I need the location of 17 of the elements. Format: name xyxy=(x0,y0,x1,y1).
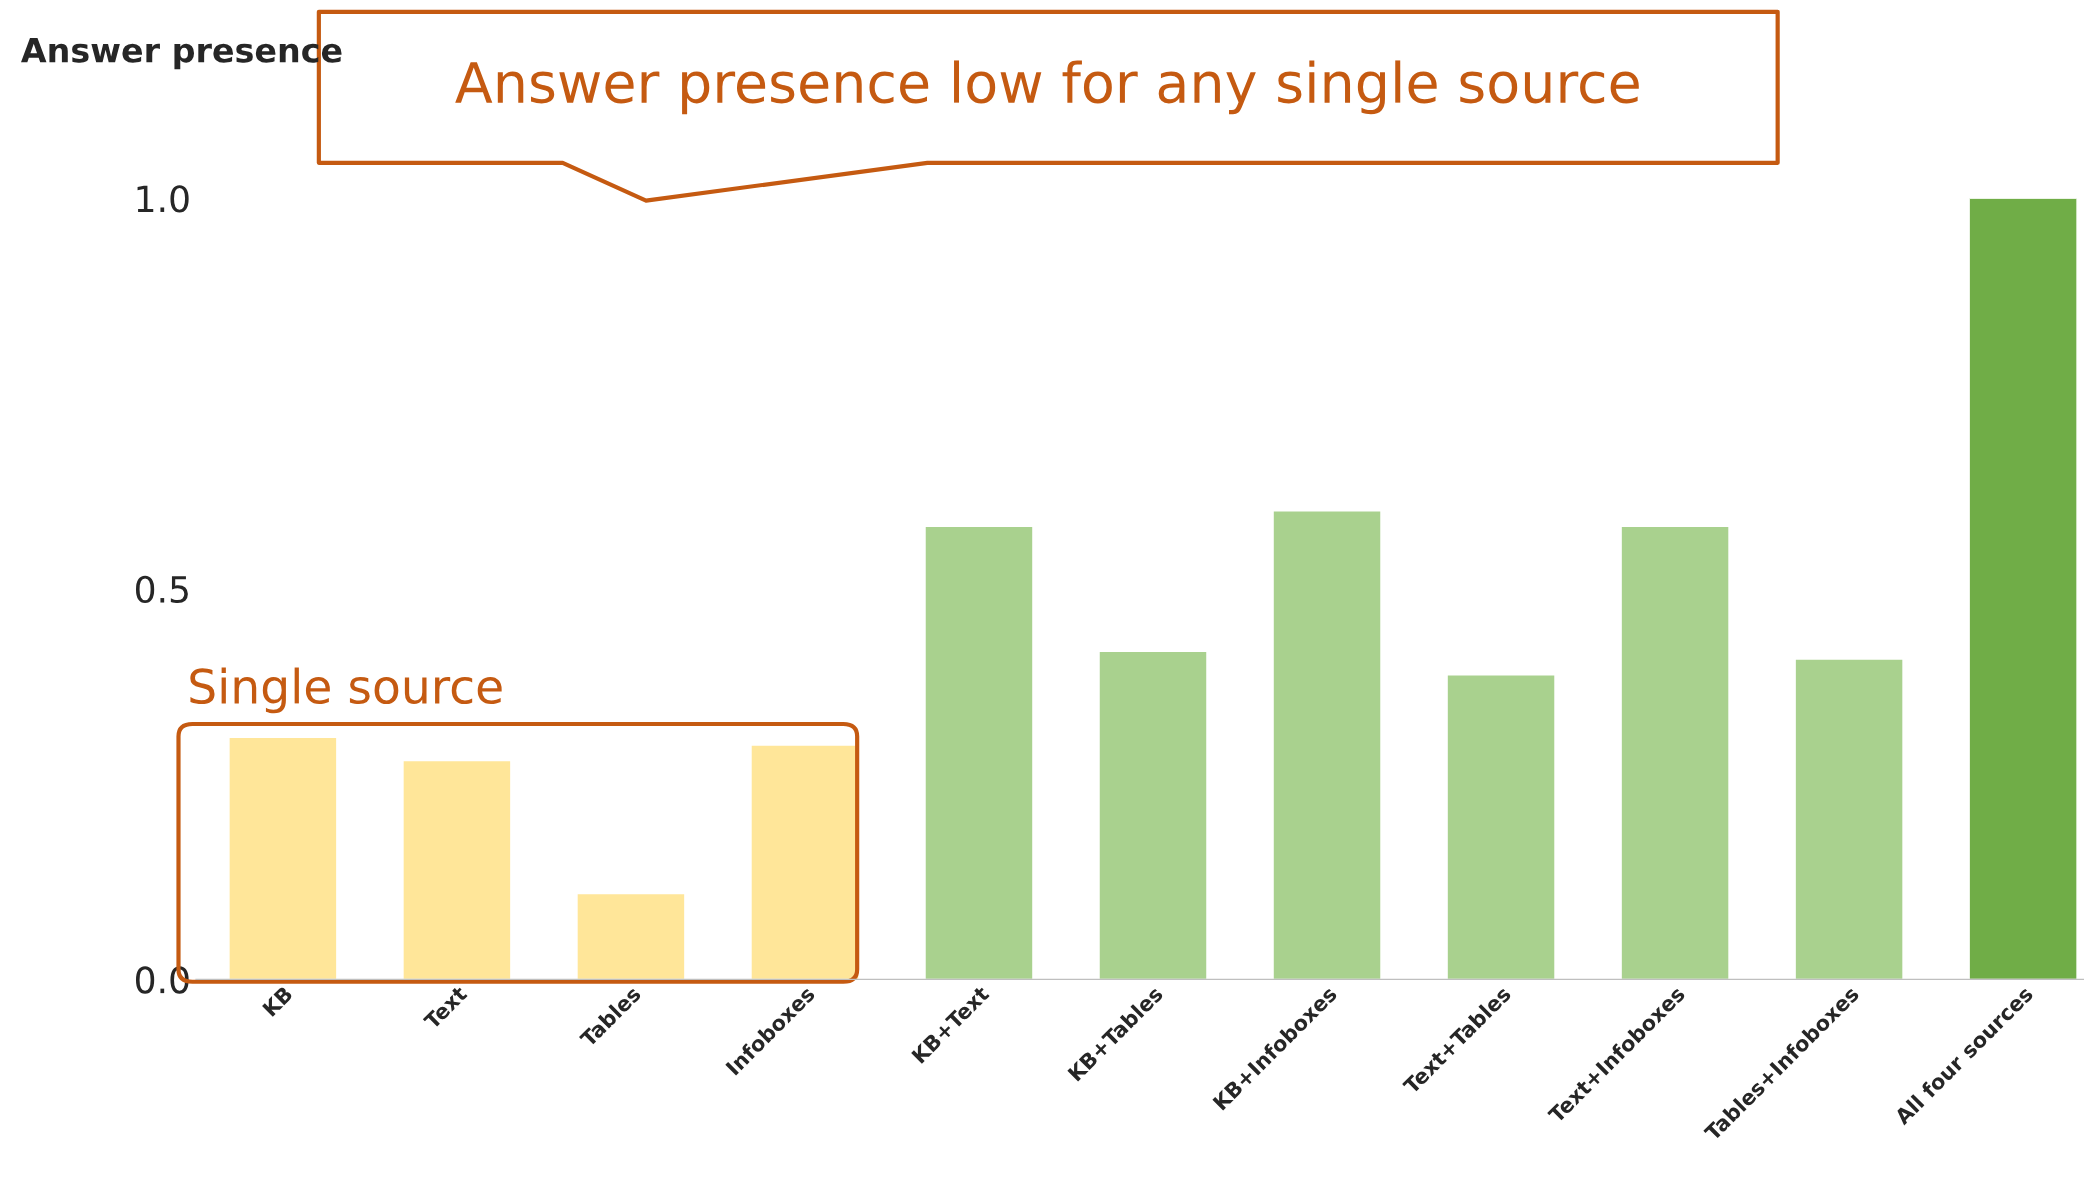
y-tick-label: 0.5 xyxy=(135,575,188,604)
bar xyxy=(1794,658,1904,980)
bar xyxy=(1272,510,1382,980)
y-tick-label: 0.0 xyxy=(135,966,189,994)
bar xyxy=(1968,198,2078,980)
text: Answer presence low for any single source xyxy=(455,60,1639,115)
bar xyxy=(1098,650,1208,980)
bar xyxy=(402,759,512,980)
y-tick-label: 1.0 xyxy=(137,185,189,213)
x-tick-label: KB xyxy=(262,985,294,1017)
bar xyxy=(924,525,1034,980)
bar xyxy=(1446,674,1556,980)
bar xyxy=(1620,525,1730,980)
bar xyxy=(576,892,686,980)
annotation: Single source xyxy=(190,667,502,714)
bar xyxy=(750,744,860,980)
bar xyxy=(228,736,338,980)
